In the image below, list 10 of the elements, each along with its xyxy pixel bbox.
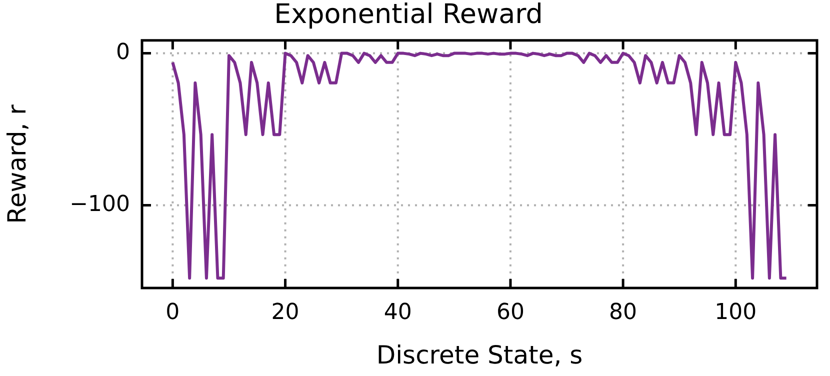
y-axis-title: Reward, r: [2, 104, 32, 224]
y-tick-label: −100: [70, 192, 130, 217]
x-tick-label: 80: [609, 300, 638, 325]
x-tick-label: 40: [384, 300, 412, 325]
x-tick-label: 60: [496, 300, 524, 325]
x-axis-title: Discrete State, s: [376, 340, 583, 370]
chart-title: Exponential Reward: [274, 0, 543, 30]
x-tick-label: 100: [714, 300, 757, 325]
x-tick-label: 0: [166, 300, 180, 325]
x-tick-label: 20: [271, 300, 300, 325]
